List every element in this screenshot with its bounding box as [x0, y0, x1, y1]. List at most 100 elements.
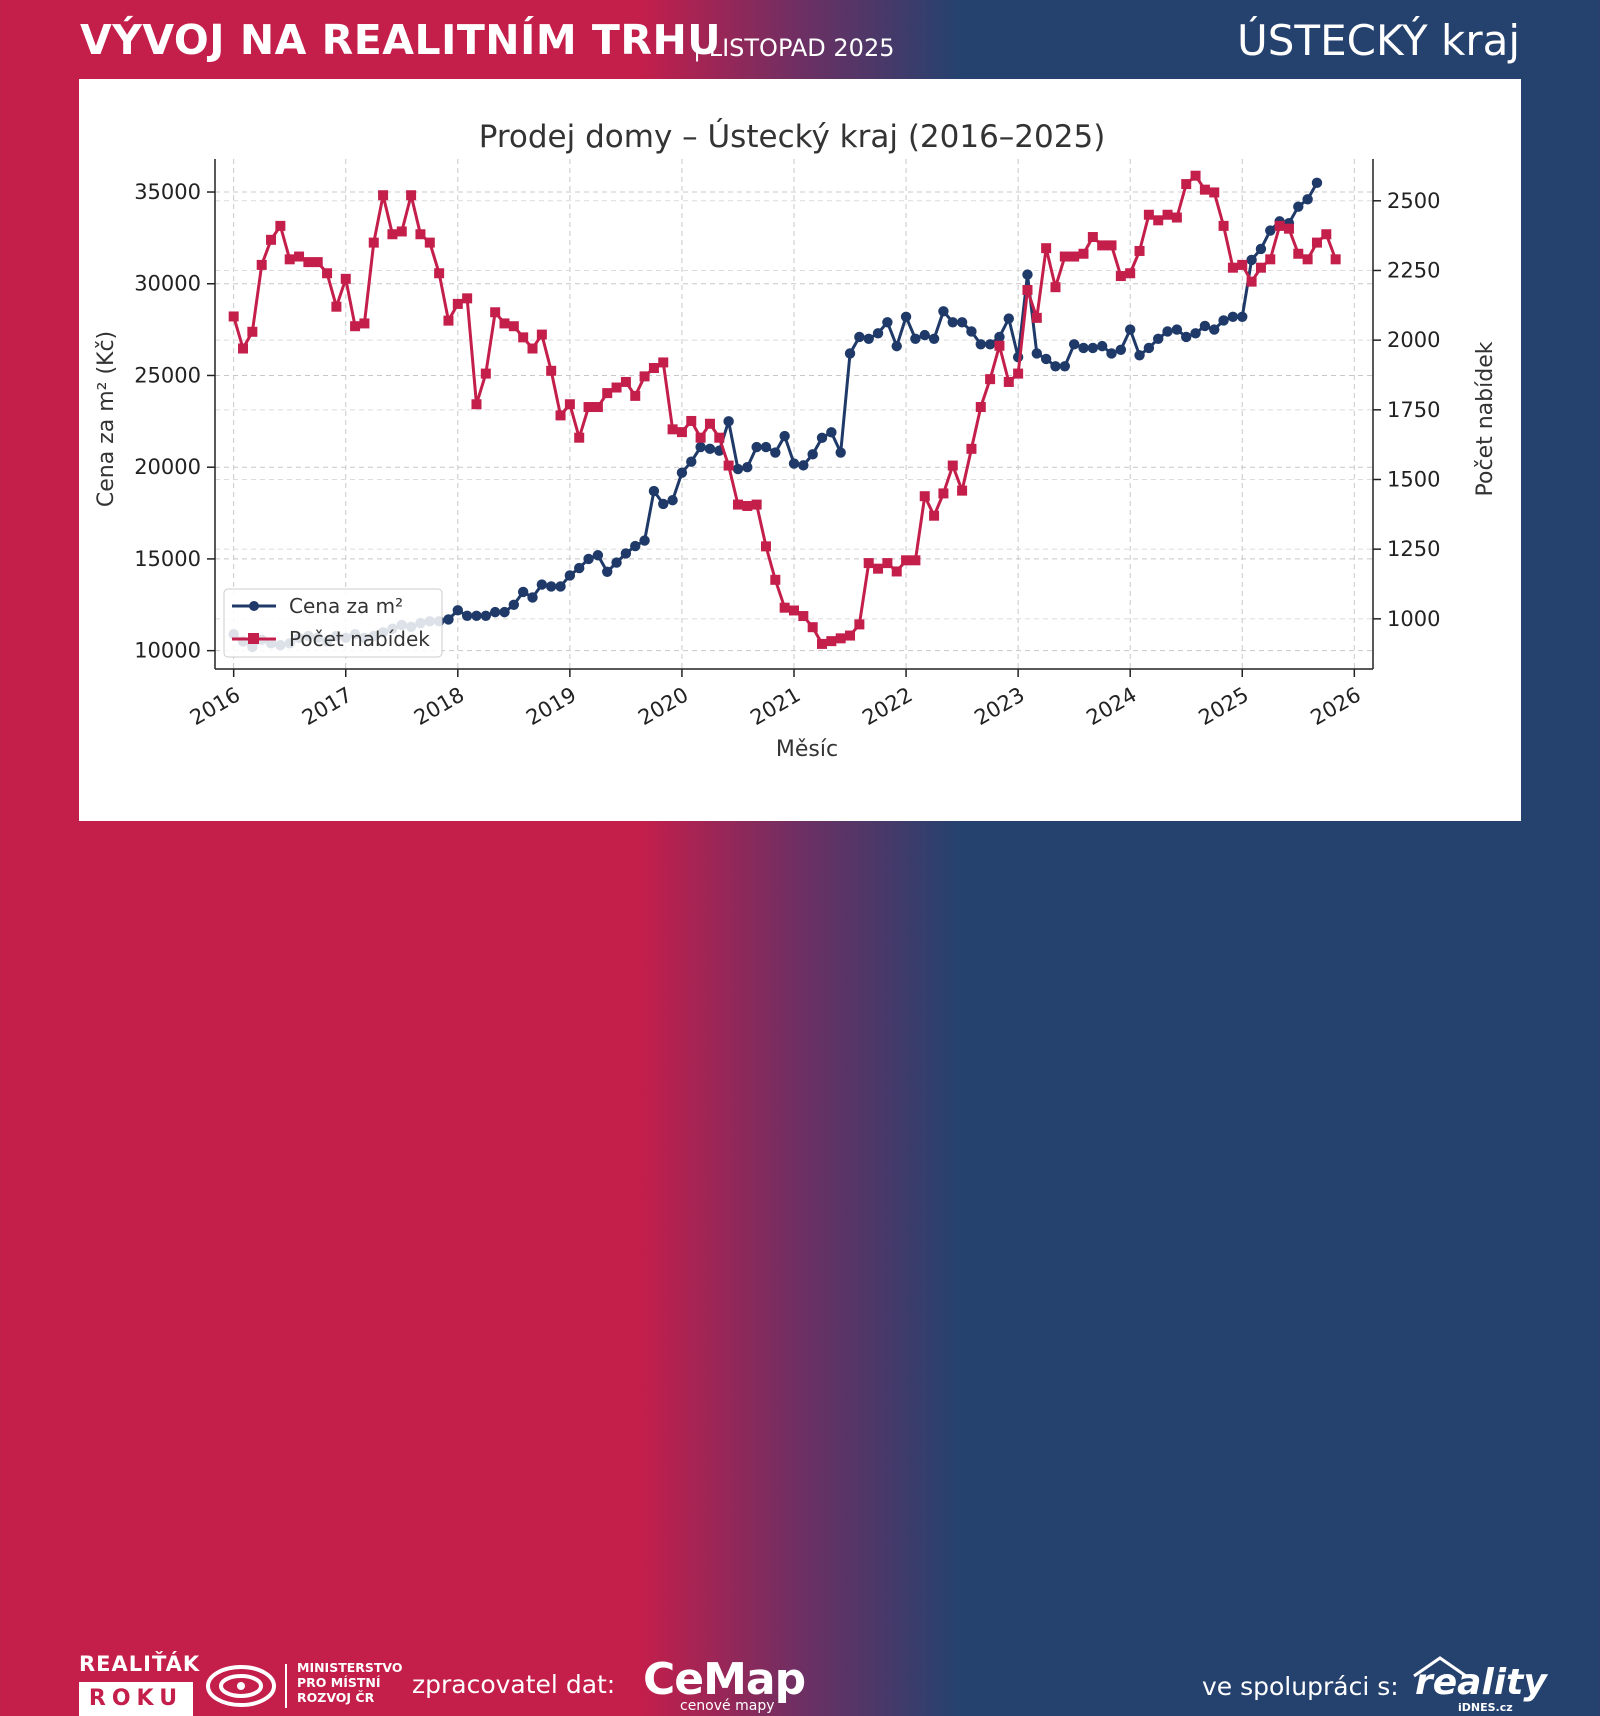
data-point-offers [807, 622, 818, 633]
data-point-offers [1134, 245, 1145, 256]
data-point-price [1134, 350, 1145, 361]
data-point-offers [555, 410, 566, 421]
data-point-offers [639, 371, 650, 382]
header-region: ÚSTECKÝ kraj [1237, 16, 1520, 65]
data-point-offers [704, 418, 715, 429]
x-tick-label: 2017 [298, 683, 356, 731]
data-point-price [564, 570, 576, 581]
data-point-price [676, 467, 688, 478]
data-point-offers [1255, 262, 1266, 273]
data-point-price [984, 339, 996, 350]
data-point-offers [732, 499, 743, 510]
data-point-offers [630, 390, 641, 401]
data-point-offers [518, 332, 529, 343]
data-point-price [1255, 243, 1267, 255]
legend-label-offers: Počet nabídek [289, 627, 430, 651]
data-point-offers [1321, 229, 1332, 240]
data-point-offers [1302, 254, 1313, 265]
data-point-offers [1031, 312, 1042, 323]
data-point-price [527, 592, 538, 603]
data-point-offers [919, 491, 930, 502]
y-tick-label-right: 1750 [1387, 398, 1440, 422]
legend-label-price: Cena za m² [289, 594, 403, 618]
x-tick-label: 2023 [970, 683, 1028, 731]
data-point-price [471, 610, 482, 621]
data-point-offers [994, 340, 1005, 351]
data-point-price [966, 326, 977, 337]
realitak-badge-bottom: ROKU [79, 1682, 193, 1716]
data-point-offers [760, 541, 771, 552]
data-point-offers [1246, 276, 1257, 287]
cemap-subtitle: cenové mapy [680, 1698, 775, 1714]
header-subtitle: | LISTOPAD 2025 [693, 34, 895, 62]
data-point-offers [228, 311, 239, 322]
data-point-price [938, 306, 949, 317]
y-tick-label-left: 25000 [134, 363, 201, 387]
data-point-offers [1022, 284, 1033, 295]
data-point-price [751, 441, 762, 453]
data-point-price [1190, 328, 1201, 339]
y-tick-label-right: 2250 [1387, 258, 1440, 282]
data-point-price [807, 449, 818, 460]
data-point-price [630, 540, 641, 552]
data-point-offers [1274, 220, 1285, 231]
data-point-price [1059, 361, 1071, 372]
data-point-price [919, 329, 930, 341]
data-point-offers [508, 321, 519, 332]
data-point-offers [1059, 251, 1070, 262]
data-point-price [1078, 342, 1089, 354]
y-tick-label-right: 2500 [1387, 189, 1440, 213]
data-point-offers [1143, 209, 1154, 220]
data-point-offers [266, 234, 277, 245]
data-point-price [816, 432, 828, 444]
data-point-offers [499, 318, 510, 329]
data-point-offers [695, 432, 706, 443]
data-point-offers [723, 460, 734, 471]
data-point-offers [1171, 212, 1182, 223]
data-point-offers [1181, 179, 1192, 190]
data-point-offers [714, 432, 725, 443]
series-layer [228, 170, 1341, 653]
legend-box [223, 588, 443, 658]
data-point-offers [247, 326, 258, 337]
data-point-price [480, 610, 492, 621]
data-point-price [1003, 313, 1014, 324]
data-point-offers [910, 555, 921, 566]
data-point-offers [938, 488, 949, 499]
data-point-offers [1013, 368, 1024, 379]
x-tick-label: 2020 [634, 683, 692, 731]
data-point-price [835, 447, 846, 458]
data-point-price [536, 579, 548, 590]
x-tick-label: 2024 [1082, 683, 1140, 731]
data-point-offers [1218, 220, 1229, 231]
data-point-offers [873, 563, 884, 574]
data-point-offers [368, 237, 379, 248]
data-point-price [667, 495, 678, 506]
data-point-offers [574, 432, 585, 443]
data-point-price [1218, 315, 1229, 326]
data-point-offers [490, 307, 501, 318]
data-point-offers [480, 368, 491, 379]
data-point-price [900, 311, 912, 322]
data-point-offers [1106, 240, 1117, 251]
data-point-offers [1227, 262, 1238, 273]
data-point-offers [863, 558, 874, 569]
data-point-price [1115, 344, 1127, 355]
data-point-offers [564, 399, 575, 410]
data-point-offers [1265, 254, 1276, 265]
data-point-price [452, 605, 464, 616]
data-point-offers [527, 343, 538, 354]
data-point-offers [676, 427, 687, 438]
data-point-offers [966, 443, 977, 454]
data-point-price [489, 606, 501, 618]
data-point-price [648, 485, 660, 497]
data-point-offers [1041, 243, 1052, 254]
legend-marker-price [249, 601, 259, 611]
data-point-offers [294, 251, 305, 262]
y-tick-label-right: 2000 [1387, 328, 1440, 352]
data-point-price [854, 331, 865, 343]
data-point-price [704, 443, 716, 455]
x-tick-label: 2025 [1194, 683, 1252, 731]
y-tick-label-right: 1000 [1387, 607, 1440, 631]
data-point-price [658, 498, 669, 510]
